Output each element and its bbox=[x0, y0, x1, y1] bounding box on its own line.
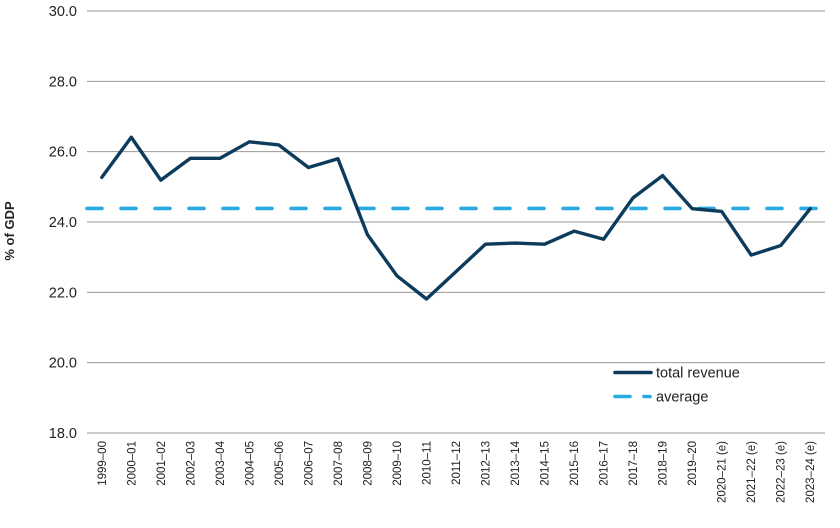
svg-text:2015–16: 2015–16 bbox=[569, 441, 581, 486]
svg-text:2004–05: 2004–05 bbox=[244, 441, 256, 486]
svg-text:2012–13: 2012–13 bbox=[481, 441, 493, 486]
svg-text:18.0: 18.0 bbox=[49, 426, 77, 442]
svg-text:2003–04: 2003–04 bbox=[215, 440, 227, 485]
svg-text:2006–07: 2006–07 bbox=[303, 441, 315, 486]
svg-text:2008–09: 2008–09 bbox=[362, 441, 374, 486]
svg-text:28.0: 28.0 bbox=[49, 74, 77, 90]
svg-text:2016–17: 2016–17 bbox=[599, 441, 611, 486]
svg-text:20.0: 20.0 bbox=[49, 356, 77, 372]
svg-text:30.0: 30.0 bbox=[49, 4, 77, 20]
svg-text:2007–08: 2007–08 bbox=[333, 441, 345, 486]
svg-text:1999–00: 1999–00 bbox=[97, 441, 109, 486]
svg-text:2005–06: 2005–06 bbox=[274, 441, 286, 486]
svg-text:2000–01: 2000–01 bbox=[126, 441, 138, 486]
svg-text:22.0: 22.0 bbox=[49, 285, 77, 301]
svg-text:% of GDP: % of GDP bbox=[2, 201, 17, 261]
svg-text:2009–10: 2009–10 bbox=[392, 441, 404, 486]
svg-text:2014–15: 2014–15 bbox=[540, 441, 552, 486]
svg-text:2001–02: 2001–02 bbox=[156, 441, 168, 486]
svg-text:2011–12: 2011–12 bbox=[451, 441, 463, 485]
svg-text:2021–22 (e): 2021–22 (e) bbox=[746, 441, 758, 503]
svg-text:2020–21 (e): 2020–21 (e) bbox=[717, 441, 729, 503]
svg-text:total revenue: total revenue bbox=[656, 366, 740, 382]
svg-text:26.0: 26.0 bbox=[49, 145, 77, 161]
svg-text:2018–19: 2018–19 bbox=[658, 441, 670, 486]
svg-text:2017–18: 2017–18 bbox=[628, 441, 640, 486]
svg-text:2023–24 (e): 2023–24 (e) bbox=[805, 441, 817, 503]
svg-text:2010–11: 2010–11 bbox=[421, 441, 433, 485]
svg-text:2013–14: 2013–14 bbox=[510, 440, 522, 485]
svg-text:average: average bbox=[656, 390, 708, 406]
svg-text:24.0: 24.0 bbox=[49, 215, 77, 231]
svg-text:2022–23 (e): 2022–23 (e) bbox=[776, 441, 788, 503]
svg-text:2019–20: 2019–20 bbox=[687, 441, 699, 486]
svg-text:2002–03: 2002–03 bbox=[185, 441, 197, 486]
